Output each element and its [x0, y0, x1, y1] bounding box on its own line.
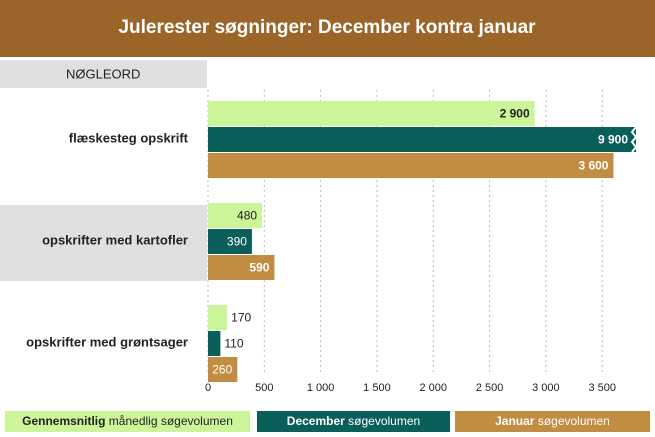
bar — [208, 255, 275, 280]
x-tick-label: 3 500 — [588, 382, 616, 394]
category-header: NØGLEORD — [66, 66, 140, 81]
value-label: 110 — [224, 337, 243, 351]
x-tick-label: 1 500 — [363, 382, 391, 394]
header-band — [0, 0, 655, 57]
category-header-band — [0, 60, 207, 88]
row-band — [0, 205, 207, 281]
legend-label: Gennemsnitlig månedlig søgevolumen — [22, 414, 233, 428]
legend-swatch — [5, 411, 250, 432]
legend-swatch — [257, 411, 450, 432]
category-label: opskrifter med grøntsager — [26, 334, 188, 349]
value-label: 390 — [227, 235, 247, 249]
legend-label: December søgevolumen — [287, 414, 420, 428]
x-tick-label: 2 500 — [476, 382, 504, 394]
value-label: 480 — [237, 209, 257, 223]
category-label: opskrifter med kartofler — [42, 232, 188, 247]
bar — [208, 357, 238, 382]
bar — [208, 203, 263, 228]
x-tick-label: 2 000 — [419, 382, 447, 394]
bar — [208, 101, 535, 126]
category-label: flæskesteg opskrift — [69, 130, 189, 145]
bar — [208, 331, 221, 356]
value-label: 260 — [212, 363, 232, 377]
value-label: 9 900 — [598, 133, 628, 147]
value-label: 3 600 — [578, 159, 608, 173]
bar — [208, 229, 252, 254]
x-tick-label: 1 000 — [307, 382, 335, 394]
legend-label: Januar søgevolumen — [495, 414, 610, 428]
legend-swatch — [455, 411, 650, 432]
break-marker — [630, 126, 638, 153]
x-tick-label: 0 — [205, 382, 211, 394]
x-tick-label: 500 — [255, 382, 273, 394]
bar — [208, 305, 228, 330]
value-label: 590 — [249, 261, 269, 275]
bar — [208, 153, 614, 178]
value-label: 170 — [231, 311, 251, 325]
chart-title: Julerester søgninger: December kontra ja… — [118, 17, 536, 38]
bar — [208, 127, 636, 152]
x-tick-label: 3 000 — [532, 382, 560, 394]
value-label: 2 900 — [500, 107, 530, 121]
